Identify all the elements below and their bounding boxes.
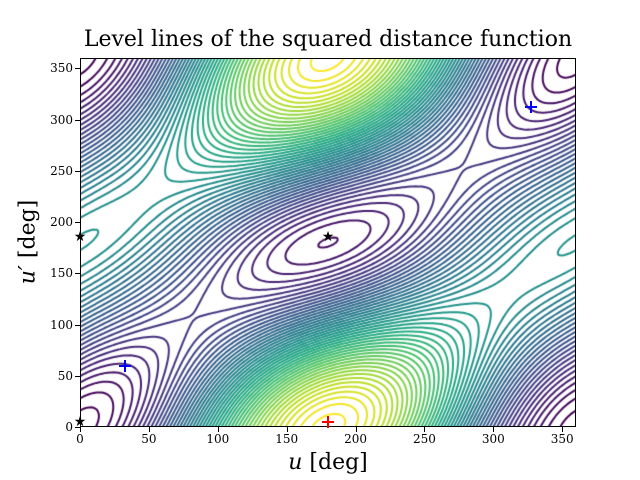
y-axis-label: u′ [deg] [16,200,41,285]
x-tick [355,427,357,432]
y-tick-label: 50 [57,368,73,383]
x-axis-variable: u [288,450,303,475]
x-tick [493,427,495,432]
x-tick-label: 350 [550,432,574,446]
y-tick [75,119,80,121]
y-tick-label: 250 [50,163,73,178]
x-tick [148,427,150,432]
y-tick-label: 200 [50,215,73,229]
x-tick-label: 150 [275,432,299,446]
x-tick-label: 300 [481,432,505,446]
x-tick-label: 250 [412,432,436,446]
x-axis-label: u [deg] [80,450,576,475]
x-axis-unit: [deg] [302,450,368,475]
contour-plot-area [80,58,576,427]
maximum-plus-icon [322,415,334,428]
saddle-star-icon: ★ [73,413,87,430]
y-tick [75,375,80,377]
x-tick-label: 200 [344,432,367,446]
y-tick [75,427,80,428]
y-tick [75,324,80,326]
y-tick [75,68,80,70]
minimum-plus-icon [119,359,132,372]
x-tick-label: 0 [76,432,84,446]
y-axis-unit: [deg] [15,199,41,266]
y-tick [75,170,80,172]
x-tick [424,427,426,432]
y-tick-label: 350 [50,61,73,76]
x-tick [286,427,288,432]
minimum-plus-icon [524,101,537,114]
y-tick-label: 150 [50,266,73,281]
saddle-star-icon: ★ [73,229,87,246]
y-axis-variable: u′ [15,265,41,285]
y-tick [75,222,80,223]
x-tick [80,427,81,432]
x-tick [562,427,564,432]
y-tick [75,273,80,275]
y-tick-label: 0 [65,420,73,434]
x-tick [217,427,219,432]
y-tick-label: 100 [50,317,73,332]
x-tick-label: 100 [206,432,230,446]
y-tick-label: 300 [50,112,73,127]
chart-title: Level lines of the squared distance func… [83,27,573,52]
saddle-star-icon: ★ [321,229,335,246]
x-tick-label: 50 [141,432,157,446]
